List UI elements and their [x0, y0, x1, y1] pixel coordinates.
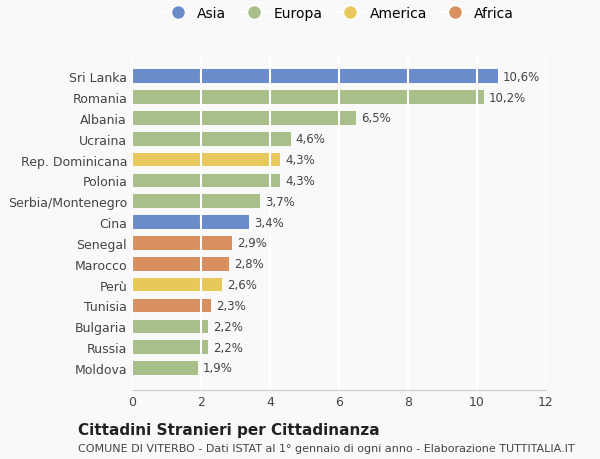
Bar — [132, 361, 197, 375]
Bar — [132, 112, 356, 125]
Bar — [132, 320, 208, 333]
Bar — [132, 153, 280, 167]
Text: 2,2%: 2,2% — [213, 341, 243, 354]
Text: 3,7%: 3,7% — [265, 196, 295, 208]
Bar — [132, 257, 229, 271]
Text: 4,3%: 4,3% — [286, 154, 315, 167]
Text: 10,2%: 10,2% — [489, 91, 526, 104]
Text: 2,3%: 2,3% — [217, 299, 246, 312]
Bar — [132, 70, 498, 84]
Bar — [132, 133, 290, 146]
Text: 10,6%: 10,6% — [503, 71, 540, 84]
Text: COMUNE DI VITERBO - Dati ISTAT al 1° gennaio di ogni anno - Elaborazione TUTTITA: COMUNE DI VITERBO - Dati ISTAT al 1° gen… — [78, 443, 575, 453]
Bar — [132, 278, 222, 292]
Text: 3,4%: 3,4% — [254, 216, 284, 229]
Text: 4,3%: 4,3% — [286, 174, 315, 188]
Text: 2,8%: 2,8% — [234, 257, 263, 271]
Text: 4,6%: 4,6% — [296, 133, 326, 146]
Bar — [132, 237, 232, 250]
Bar — [132, 174, 280, 188]
Text: Cittadini Stranieri per Cittadinanza: Cittadini Stranieri per Cittadinanza — [78, 422, 380, 437]
Text: 2,2%: 2,2% — [213, 320, 243, 333]
Bar — [132, 195, 260, 208]
Bar — [132, 299, 211, 313]
Text: 2,9%: 2,9% — [237, 237, 267, 250]
Legend: Asia, Europa, America, Africa: Asia, Europa, America, Africa — [158, 2, 520, 27]
Bar — [132, 216, 250, 230]
Bar — [132, 341, 208, 354]
Text: 2,6%: 2,6% — [227, 279, 257, 291]
Text: 6,5%: 6,5% — [361, 112, 391, 125]
Text: 1,9%: 1,9% — [203, 362, 233, 375]
Bar — [132, 91, 484, 105]
